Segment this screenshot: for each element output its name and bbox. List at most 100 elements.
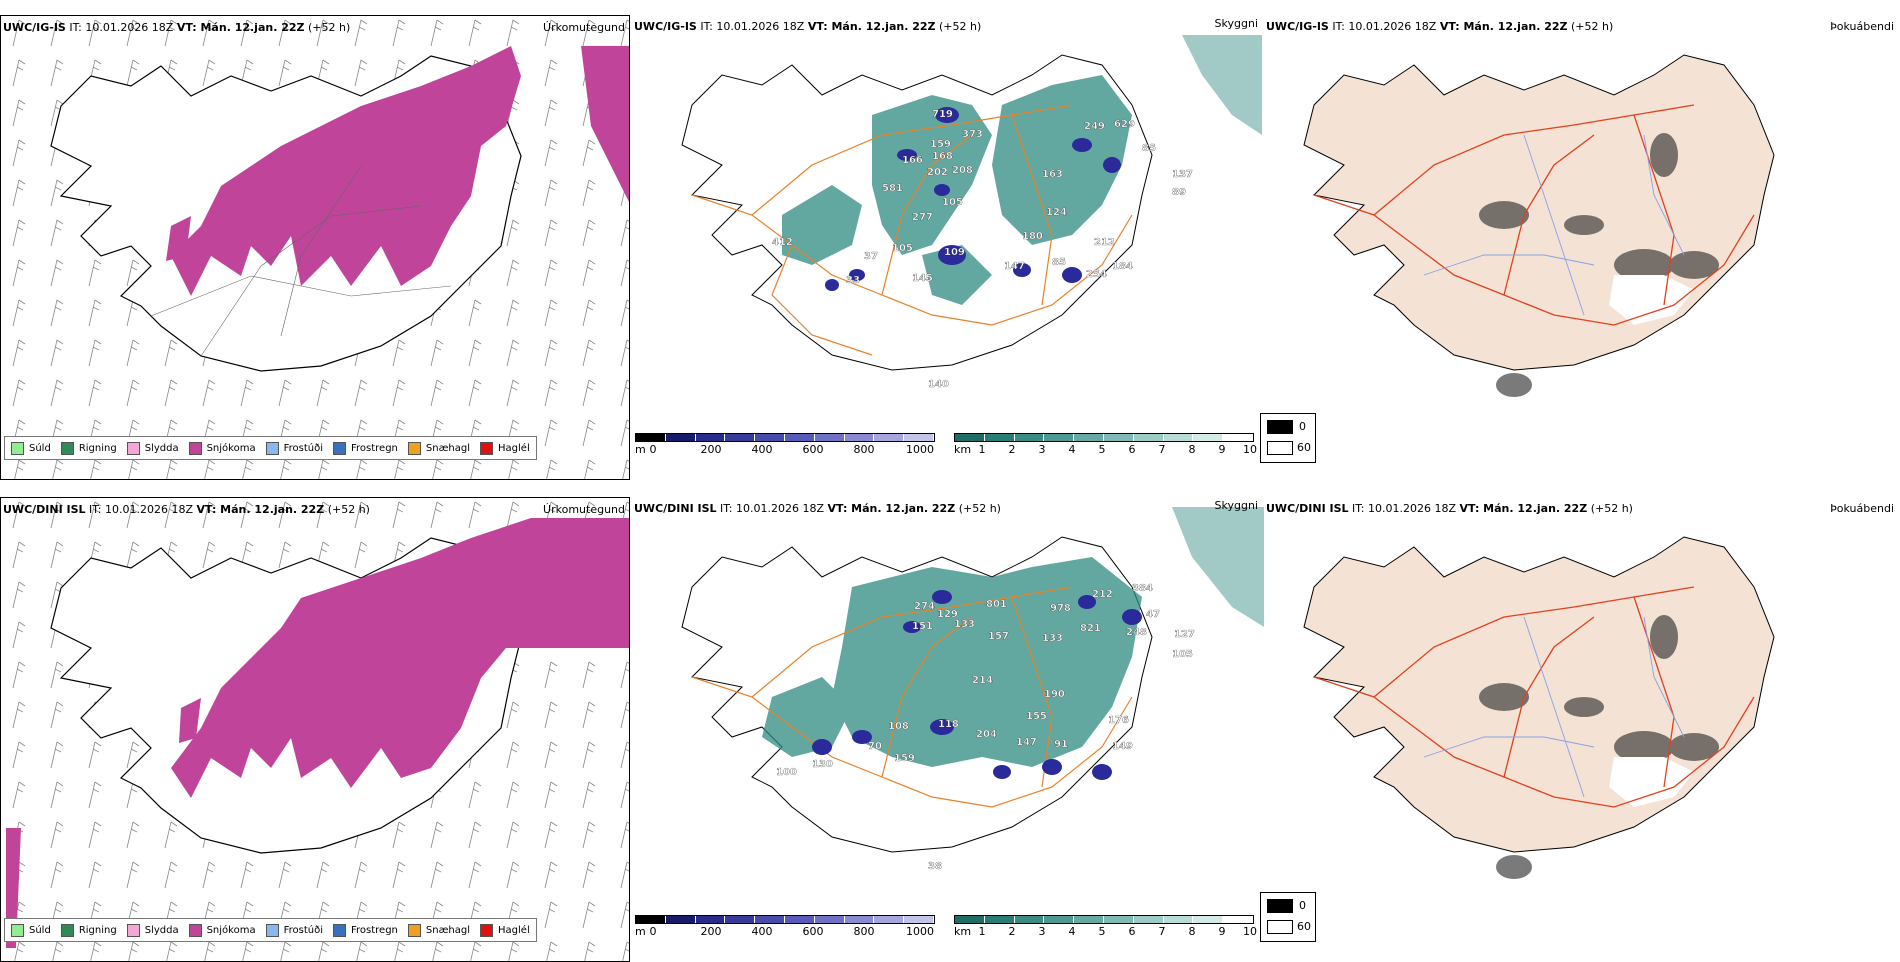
height-colorbar-strip	[635, 433, 935, 442]
cloud-base-label: 105	[1172, 649, 1193, 660]
cloud-base-label: 719	[932, 109, 953, 120]
cloud-base-label: 109	[944, 247, 965, 258]
cloud-base-label: 47	[1146, 609, 1160, 620]
visibility-colorbar-strip	[954, 915, 1254, 924]
snow-areas	[166, 46, 629, 296]
cloud-base-label: 212	[1092, 589, 1113, 600]
cloud-base-label: 147	[1016, 737, 1037, 748]
cloud-base-label: 129	[937, 609, 958, 620]
cloud-base-label: 249	[1084, 121, 1105, 132]
cloud-base-label: 277	[912, 212, 933, 223]
cloud-base-label: 978	[1050, 603, 1071, 614]
legend-item: Snæhagl	[407, 923, 470, 937]
cloud-base-label: 89	[1172, 187, 1186, 198]
cloud-base-label: 37	[864, 251, 878, 262]
cloud-base-label: 212	[1094, 237, 1115, 248]
cloud-base-label: 190	[1044, 689, 1065, 700]
visibility-panel-row1: UWC/IG-IS IT: 10.01.2026 18Z VT: Mán. 12…	[632, 15, 1264, 480]
visibility-colorbar-ticks: km 1 2 3 4 5 6 7 8 9 10	[954, 925, 1257, 938]
fog-legend-swatch-light	[1267, 441, 1293, 455]
cloud-base-label: 202	[927, 167, 948, 178]
cloud-base-label: 70	[868, 741, 882, 752]
fog-panel-row2: UWC/DINI ISL IT: 10.01.2026 18Z VT: Mán.…	[1264, 497, 1900, 962]
cloud-base-label: 127	[1174, 629, 1195, 640]
cloud-base-label: 208	[952, 165, 973, 176]
cloud-base-label: 581	[882, 183, 903, 194]
cloud-base-label: 105	[892, 243, 913, 254]
cloud-base-label: 159	[894, 753, 915, 764]
cloud-base-label: 412	[772, 237, 793, 248]
legend-item: Snæhagl	[407, 441, 470, 455]
cloud-base-label: 147	[1004, 261, 1025, 272]
precip-type-legend: Súld Rigning Slydda Snjókoma Frostúði Fr…	[4, 918, 537, 942]
legend-item: Súld	[11, 923, 51, 937]
fog-legend-swatch-dark	[1267, 420, 1293, 434]
legend-item: Slydda	[126, 441, 179, 455]
cloud-base-label: 85	[1052, 257, 1066, 268]
legend-item: Slydda	[126, 923, 179, 937]
cloud-base-label: 214	[972, 675, 993, 686]
cloud-base-label: 130	[812, 759, 833, 770]
panel-type-label: Skyggni	[1214, 499, 1258, 512]
height-colorbar-strip	[635, 915, 935, 924]
legend-item: Frostúði	[265, 923, 323, 937]
cloud-base-spots	[825, 107, 1121, 291]
fog-panel-row1: UWC/IG-IS IT: 10.01.2026 18Z VT: Mán. 12…	[1264, 15, 1900, 480]
legend-item: Snjókoma	[188, 441, 256, 455]
cloud-base-label: 254	[1086, 269, 1107, 280]
river-network	[1423, 616, 1685, 798]
panel-type-label: Úrkomutegund	[543, 503, 625, 516]
cloud-base-label: 85	[1142, 143, 1156, 154]
cloud-base-label: 159	[930, 139, 951, 150]
cloud-base-label: 145	[912, 273, 933, 284]
cloud-base-label: 168	[932, 151, 953, 162]
precip-type-legend: Súld Rigning Slydda Snjókoma Frostúði Fr…	[4, 436, 537, 460]
cloud-base-label: 38	[928, 861, 942, 872]
legend-item: Súld	[11, 441, 51, 455]
river-network	[1423, 134, 1685, 316]
cloud-base-label: 184	[1112, 261, 1133, 272]
cloud-base-label: 163	[1042, 169, 1063, 180]
fog-white-areas	[1609, 757, 1694, 807]
visibility-colorbar-ticks: km 1 2 3 4 5 6 7 8 9 10	[954, 443, 1257, 456]
road-network	[691, 104, 1133, 356]
precip-type-panel-row1: UWC/IG-IS IT: 10.01.2026 18Z VT: Mán. 12…	[0, 15, 630, 480]
panel-title: UWC/IG-IS IT: 10.01.2026 18Z VT: Mán. 12…	[634, 20, 982, 33]
legend-item: Frostregn	[333, 923, 398, 937]
cloud-base-labels: 274 129 151 133 801 157 978 821 212 384 …	[776, 583, 1195, 872]
fog-white-areas	[1609, 275, 1694, 325]
visibility-colorbar: km 1 2 3 4 5 6 7 8 9 10	[954, 915, 1257, 939]
height-colorbar: m 0 200 400 600 800 1000	[635, 433, 935, 457]
panel-title: UWC/DINI ISL IT: 10.01.2026 18Z VT: Mán.…	[634, 502, 1001, 515]
cloud-base-label: 137	[1172, 169, 1193, 180]
road-network	[1313, 104, 1755, 326]
cloud-base-label: 133	[1042, 633, 1063, 644]
visibility-map: 719 373 159 166 168 208 202 581 105 277 …	[681, 35, 1262, 390]
precip-type-map	[1, 498, 629, 961]
cloud-base-label: 151	[912, 621, 933, 632]
height-colorbar-ticks: m 0 200 400 600 800 1000	[635, 443, 934, 456]
cloud-base-label: 180	[1022, 231, 1043, 242]
cloud-base-label: 91	[1054, 739, 1068, 750]
visibility-colorbar-strip	[954, 433, 1254, 442]
legend-item: Snjókoma	[188, 923, 256, 937]
road-network	[691, 586, 1133, 808]
height-colorbar: m 0 200 400 600 800 1000	[635, 915, 935, 939]
cloud-base-labels: 719 373 159 166 168 208 202 581 105 277 …	[772, 109, 1193, 390]
fog-dark-areas	[1479, 615, 1719, 879]
cloud-base-label: 166	[902, 155, 923, 166]
fog-legend-row1: 0 60	[1260, 413, 1316, 463]
cloud-base-label: 373	[962, 129, 983, 140]
fog-legend-row2: 0 60	[1260, 892, 1316, 942]
cloud-base-label: 801	[986, 599, 1007, 610]
panel-type-label: Skyggni	[1214, 17, 1258, 30]
panel-title: UWC/DINI ISL IT: 10.01.2026 18Z VT: Mán.…	[1266, 502, 1633, 515]
panel-type-label: Þokuábendi	[1830, 502, 1894, 515]
legend-item: Haglél	[480, 441, 530, 455]
precip-type-panel-row2: UWC/DINI ISL IT: 10.01.2026 18Z VT: Mán.…	[0, 497, 630, 962]
cloud-base-label: 118	[938, 719, 959, 730]
cloud-base-label: 384	[1132, 583, 1153, 594]
cloud-base-label: 157	[988, 631, 1009, 642]
visibility-map: 274 129 151 133 801 157 978 821 212 384 …	[681, 507, 1264, 872]
cloud-base-label: 274	[914, 601, 935, 612]
